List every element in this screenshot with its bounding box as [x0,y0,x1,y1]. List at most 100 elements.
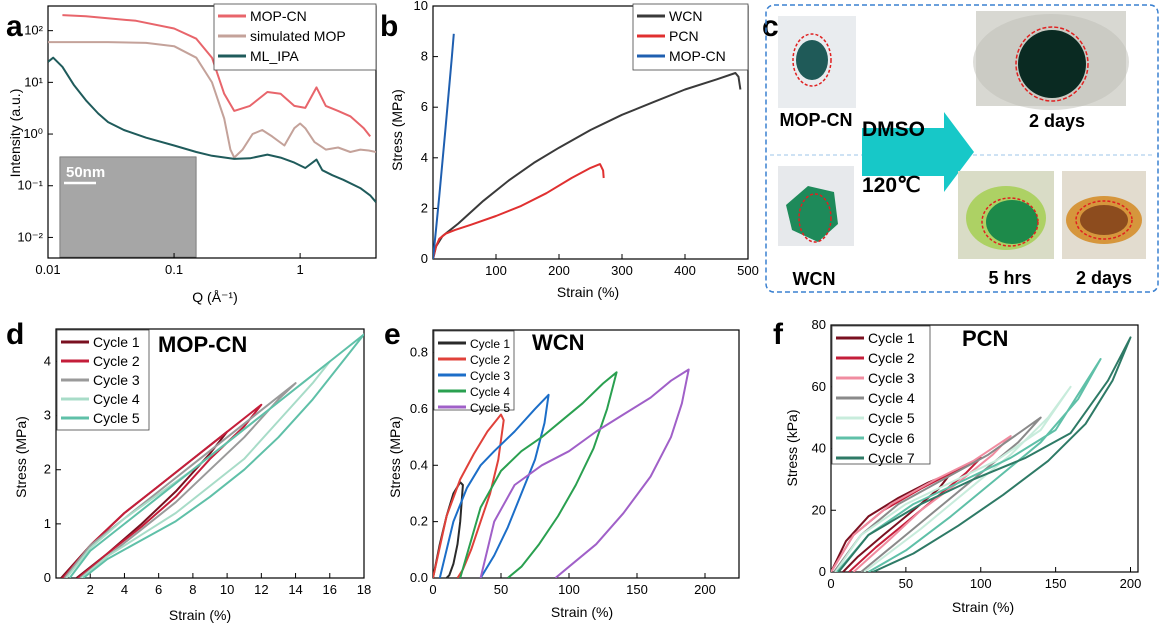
plot-frame-e [432,329,740,579]
legend-label: Cycle 4 [868,390,915,406]
y-tick-label: 0 [819,564,826,579]
panel-a-ylabel: Intensity (a.u.) [7,89,23,178]
legend-label: Cycle 4 [93,391,140,407]
x-tick-label: 50 [494,582,508,597]
x-tick-label: 100 [485,263,507,278]
panel-c-photos: MOP-CN 2 days DMSO 120℃ WCN 5 hrs 2 days [765,4,1159,293]
legend-label: Cycle 5 [470,401,510,415]
x-tick-label: 10 [220,582,234,597]
panel-b-label: b [380,10,398,43]
y-tick-label: 3 [44,408,51,423]
x-tick-label: 50 [899,576,913,591]
temperature-label: 120℃ [862,174,921,197]
panel-e-ylabel: Stress (MPa) [387,416,403,498]
panel-e-xlabel: Strain (%) [551,604,613,620]
x-tick-label: 150 [1045,576,1067,591]
legend-label: Cycle 3 [470,369,510,383]
series-line-cycle-7 [837,336,1132,572]
panel-d-ylabel: Stress (MPa) [13,416,29,498]
legend-label: Cycle 1 [868,330,915,346]
chart-b: 100 200 300 400 500 0 2 4 6 8 10 WCN PCN MOP-CN [414,0,759,278]
series-line-ml-ipa [48,56,376,203]
x-tick-label: 400 [674,263,696,278]
x-tick-label: 300 [611,263,633,278]
plot-frame-d [55,328,365,579]
panel-b-ylabel: Stress (MPa) [389,89,405,171]
series-line-mop-cn [433,33,455,259]
y-tick-label: 0 [44,570,51,585]
x-tick-label: 200 [694,582,716,597]
legend-label: Cycle 2 [868,350,915,366]
tem-inset-image [59,156,197,258]
label-mop-after: 2 days [1029,111,1085,131]
series-line-cycle-2 [62,403,263,578]
series-line-cycle-3 [438,393,550,578]
y-tick-label: 2 [421,200,428,215]
y-tick-label: 60 [812,379,826,394]
x-tick-label: 100 [558,582,580,597]
legend-label: Cycle 4 [470,385,510,399]
wcn-mid-circle [981,197,1039,247]
series-line-cycle-1 [433,481,464,578]
panel-a-label: a [6,10,23,43]
series-line-cycle-5 [68,333,364,578]
legend-label: simulated MOP [250,28,346,44]
x-tick-label: 0 [827,576,834,591]
panel-a-xlabel: Q (Å⁻¹) [192,289,238,305]
panel-f-title: PCN [962,326,1008,351]
wcn-after-sample [1080,205,1128,235]
y-tick-label: 4 [44,353,51,368]
chart-e: 0 50 100 150 200 0.0 0.2 0.4 0.6 0.8 Cycle 1 Cycle … [410,329,740,597]
x-tick-label: 14 [288,582,302,597]
y-tick-label: 10¹ [24,74,43,89]
series-line-mop-cn [62,14,371,138]
legend-label: WCN [669,8,702,24]
y-tick-label: 0.6 [410,401,428,416]
panel-d-title: MOP-CN [158,332,247,357]
y-tick-label: 10 [414,0,428,13]
legend-label: Cycle 3 [868,370,915,386]
x-tick-label: 18 [357,582,371,597]
y-tick-label: 10² [24,23,43,38]
panel-c-label: c [762,10,779,43]
x-tick-label: 16 [323,582,337,597]
plot-frame-b [432,5,749,260]
x-tick-label: 6 [155,582,162,597]
arrow-icon [862,112,974,192]
y-tick-label: 20 [812,502,826,517]
legend-label: MOP-CN [669,48,726,64]
legend-label: Cycle 7 [868,450,915,466]
legend-label: Cycle 6 [868,430,915,446]
label-wcn-mid: 5 hrs [988,268,1031,288]
panel-f-label: f [773,318,784,351]
y-tick-label: 0.4 [410,457,428,472]
legend-label: ML_IPA [250,48,299,64]
x-tick-label: 150 [626,582,648,597]
legend-box [831,325,931,465]
legend-label: Cycle 2 [470,353,510,367]
x-tick-label: 500 [737,263,759,278]
series-line-cycle-6 [836,358,1102,572]
panel-b-xlabel: Strain (%) [557,284,619,300]
y-tick-label: 10⁻² [17,229,43,244]
tem-inset-texture [60,157,196,257]
series-line-simulated-mop [48,41,376,159]
mop-gel-sample [796,40,828,80]
y-tick-label: 4 [421,150,428,165]
x-tick-label: 12 [254,582,268,597]
panel-e-label: e [384,318,401,351]
wcn-after-circle [1075,200,1133,240]
series-line-cycle-4 [459,371,618,578]
series-line-cycle-3 [831,435,1012,572]
plot-frame-a [47,5,377,259]
x-tick-label: 100 [970,576,992,591]
legend-label: Cycle 1 [93,334,140,350]
y-tick-label: 6 [421,99,428,114]
legend-label: PCN [669,28,699,44]
legend-label: Cycle 3 [93,372,140,388]
y-tick-label: 40 [812,441,826,456]
y-tick-label: 0.0 [410,570,428,585]
x-tick-label: 0.1 [165,262,183,277]
